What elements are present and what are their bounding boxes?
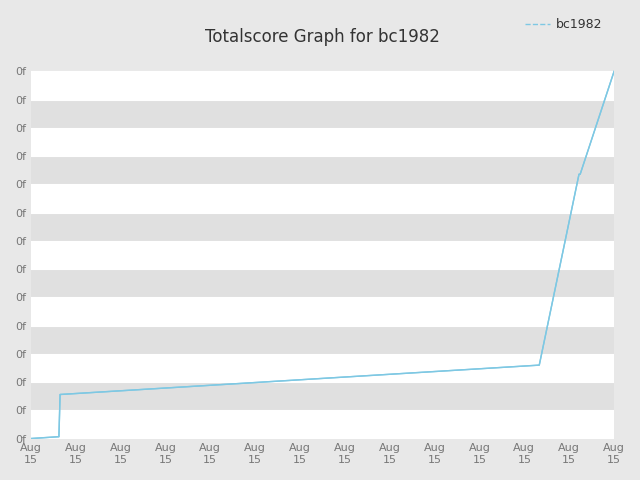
bc1982 bbox=[374, 372, 382, 378]
Bar bbox=[31, 325, 614, 354]
Title: Totalscore Graph for bc1982: Totalscore Graph for bc1982 bbox=[205, 28, 440, 46]
Bar bbox=[31, 128, 614, 156]
Bar bbox=[31, 410, 614, 439]
bc1982 bbox=[610, 69, 618, 74]
Bar bbox=[31, 184, 614, 213]
bc1982 bbox=[596, 111, 604, 117]
bc1982 bbox=[27, 436, 35, 442]
Legend: bc1982: bc1982 bbox=[520, 13, 608, 36]
bc1982 bbox=[304, 376, 312, 382]
Line: bc1982: bc1982 bbox=[31, 72, 614, 439]
bc1982 bbox=[342, 374, 350, 380]
Bar bbox=[31, 100, 614, 128]
Bar bbox=[31, 354, 614, 382]
Bar bbox=[31, 382, 614, 410]
Bar bbox=[31, 213, 614, 241]
Bar bbox=[31, 156, 614, 184]
Bar bbox=[31, 269, 614, 297]
Bar bbox=[31, 72, 614, 100]
Bar bbox=[31, 241, 614, 269]
bc1982 bbox=[307, 376, 315, 382]
bc1982 bbox=[505, 364, 513, 370]
Bar bbox=[31, 297, 614, 325]
